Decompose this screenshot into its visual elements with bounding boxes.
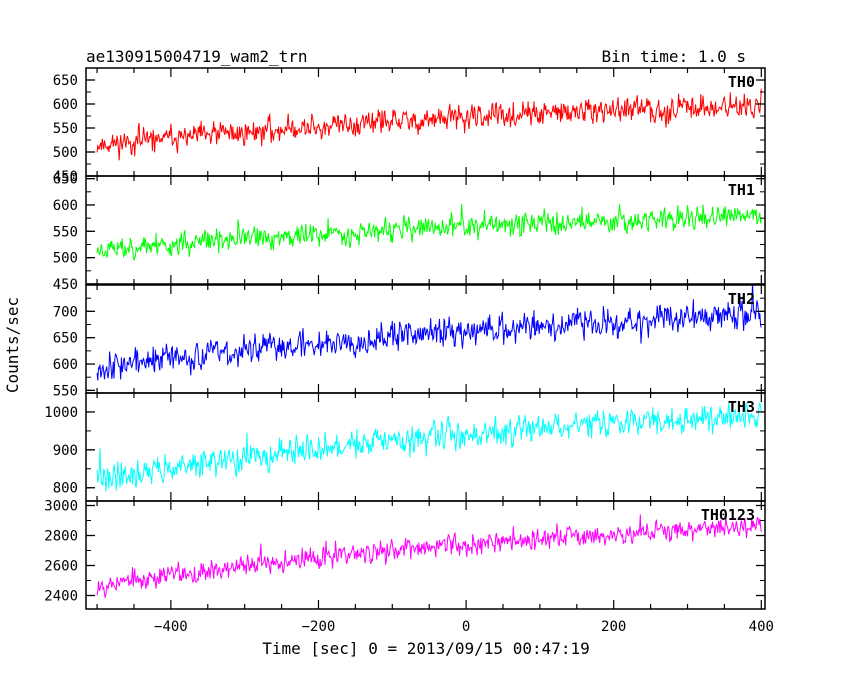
y-tick-label: 650	[53, 73, 78, 89]
y-tick-label: 500	[53, 251, 78, 267]
x-tick-labels: −400 −200 0 200 400	[154, 619, 774, 635]
panel-th3: 800 900 1000 TH3	[44, 392, 766, 502]
series-th3	[96, 402, 762, 492]
series-th0	[96, 88, 762, 161]
y-tick-label: 900	[53, 443, 78, 459]
panel-name-label: TH1	[728, 181, 755, 199]
x-tick-label: 200	[601, 619, 626, 635]
y-tick-label: 700	[53, 304, 78, 320]
y-tick-label: 450	[53, 277, 78, 293]
panel-th1: 450 500 550 600 650 TH1	[53, 172, 766, 293]
y-tick-label: 600	[53, 97, 78, 113]
y-tick-label: 550	[53, 224, 78, 240]
panel-frame	[85, 175, 766, 285]
y-tick-label: 2800	[44, 529, 78, 545]
y-tick-label: 2400	[44, 589, 78, 605]
x-axis-label: Time [sec] 0 = 2013/09/15 00:47:19	[262, 639, 590, 658]
series-th1	[96, 203, 762, 261]
y-tick-label: 500	[53, 145, 78, 161]
x-tick-label: −400	[154, 619, 188, 635]
panel-th2: 550 600 650 700 TH2	[53, 284, 766, 399]
panel-frame	[85, 67, 766, 177]
y-tick-label: 1000	[44, 405, 78, 421]
panel-th0: 450 500 550 600 650 TH0	[53, 67, 766, 185]
y-tick-label: 2600	[44, 559, 78, 575]
panel-name-label: TH2	[728, 290, 755, 308]
panel-name-label: TH0123	[701, 506, 755, 524]
series-th0123	[96, 514, 762, 598]
panel-name-label: TH0	[728, 73, 755, 91]
x-tick-label: 400	[749, 619, 774, 635]
y-tick-label: 600	[53, 357, 78, 373]
series-th2	[96, 285, 762, 381]
y-tick-label: 650	[53, 172, 78, 188]
panel-frame	[85, 500, 766, 610]
y-tick-label: 650	[53, 331, 78, 347]
chart-title: ae130915004719_wam2_trn	[86, 47, 308, 66]
panel-th0123: 2400 2600 2800 3000 TH0123	[44, 499, 766, 610]
y-tick-label: 450	[53, 169, 78, 185]
y-tick-label: 600	[53, 198, 78, 214]
y-tick-label: 3000	[44, 499, 78, 515]
y-axis-label: Counts/sec	[3, 297, 22, 393]
bin-time-label: Bin time: 1.0 s	[602, 47, 747, 66]
y-tick-label: 550	[53, 383, 78, 399]
x-tick-label: −200	[302, 619, 336, 635]
y-tick-label: 800	[53, 481, 78, 497]
panels-group: 450 500 550 600 650 TH0 450 500 550 600 650 TH1 550 6…	[44, 67, 766, 610]
panel-name-label: TH3	[728, 398, 755, 416]
panel-frame	[85, 284, 766, 394]
y-tick-label: 550	[53, 121, 78, 137]
x-tick-label: 0	[462, 619, 470, 635]
